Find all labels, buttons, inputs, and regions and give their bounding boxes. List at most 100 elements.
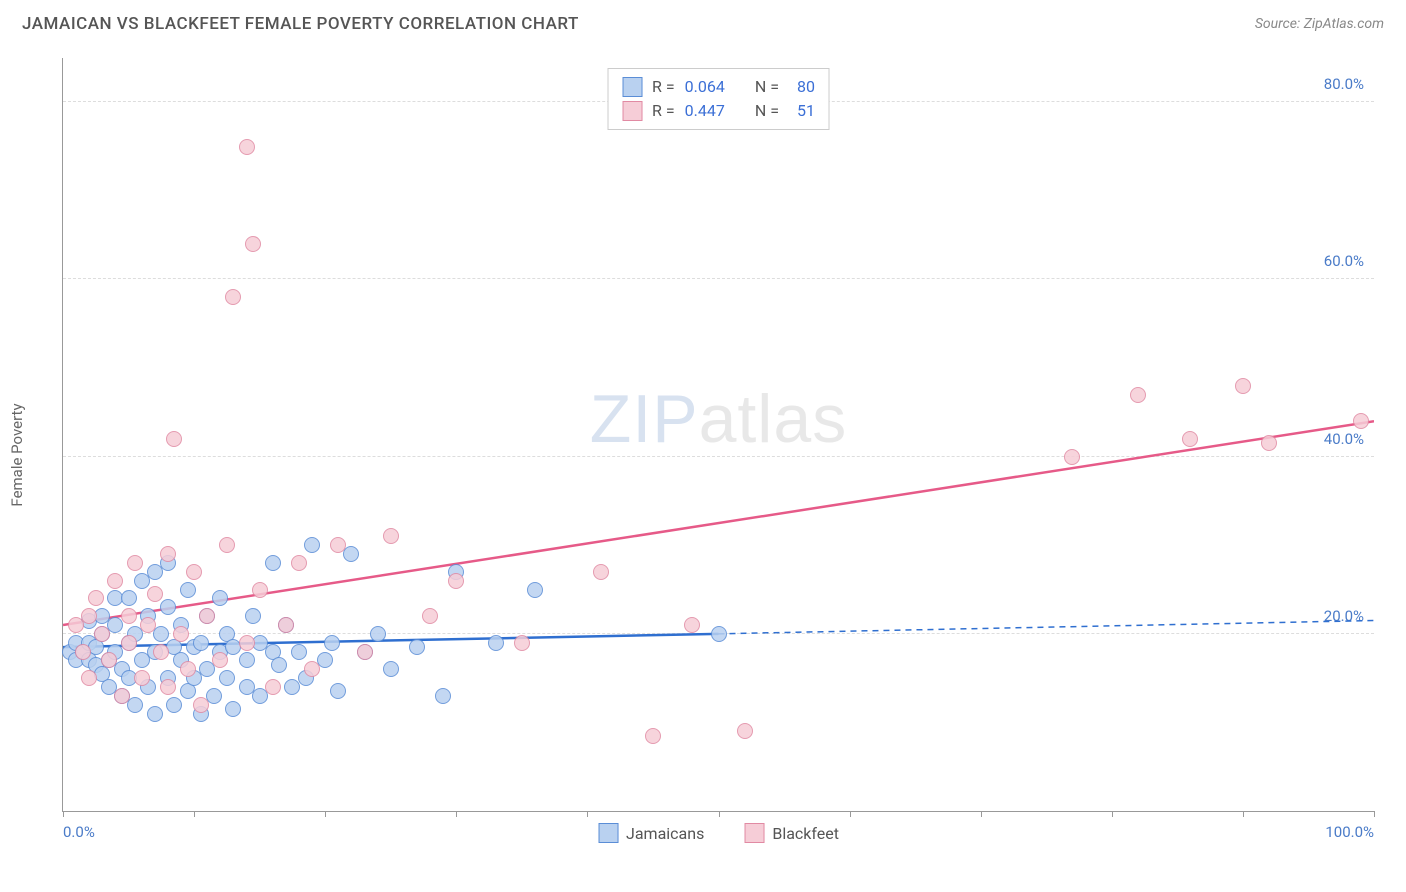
scatter-point [448,573,464,589]
scatter-point [212,590,228,606]
scatter-point [219,670,235,686]
gridline [63,278,1374,279]
x-tick-label: 100.0% [1325,823,1374,841]
scatter-point [121,590,137,606]
scatter-point [245,608,261,624]
scatter-point [1130,387,1146,403]
scatter-point [330,537,346,553]
scatter-point [330,683,346,699]
x-tick-mark [587,811,588,817]
x-tick-mark [194,811,195,817]
scatter-point [304,661,320,677]
scatter-point [265,679,281,695]
legend-n-value: 51 [789,99,815,123]
scatter-point [160,599,176,615]
scatter-point [81,608,97,624]
scatter-point [383,661,399,677]
x-tick-mark [1374,811,1375,817]
scatter-point [127,555,143,571]
scatter-point [409,639,425,655]
scatter-point [1182,431,1198,447]
x-tick-mark [719,811,720,817]
scatter-point [239,635,255,651]
scatter-point [75,644,91,660]
scatter-point [219,537,235,553]
y-tick-label: 40.0% [1324,430,1364,448]
scatter-point [81,670,97,686]
scatter-point [357,644,373,660]
x-tick-mark [63,811,64,817]
scatter-point [278,617,294,633]
chart-source: Source: ZipAtlas.com [1255,16,1384,32]
x-tick-mark [456,811,457,817]
scatter-point [239,652,255,668]
x-tick-mark [981,811,982,817]
scatter-point [265,555,281,571]
y-tick-label: 20.0% [1324,607,1364,625]
legend-n-label: N = [755,75,779,99]
scatter-point [645,728,661,744]
scatter-point [180,582,196,598]
scatter-point [121,608,137,624]
scatter-point [1353,413,1369,429]
scatter-point [527,582,543,598]
scatter-point [180,661,196,677]
scatter-point [593,564,609,580]
legend-n-label: N = [755,99,779,123]
gridline [63,456,1374,457]
scatter-point [140,617,156,633]
scatter-point [193,697,209,713]
legend-r-label: R = [652,99,675,123]
scatter-point [711,626,727,642]
scatter-point [127,697,143,713]
scatter-point [488,635,504,651]
scatter-point [193,635,209,651]
y-tick-label: 80.0% [1324,75,1364,93]
scatter-point [160,546,176,562]
y-tick-label: 60.0% [1324,252,1364,270]
legend-series-label: Blackfeet [772,824,839,843]
legend-correlation: R =0.064N =80R =0.447N =51 [607,68,830,130]
legend-series: Jamaicans Blackfeet [598,823,839,843]
scatter-point [212,652,228,668]
scatter-point [239,139,255,155]
scatter-point [252,582,268,598]
scatter-point [147,586,163,602]
scatter-point [304,537,320,553]
scatter-point [271,657,287,673]
legend-swatch [598,823,618,843]
plot-area: ZIPatlas R =0.064N =80R =0.447N =51 Jama… [62,58,1374,812]
x-tick-mark [1112,811,1113,817]
legend-r-label: R = [652,75,675,99]
watermark: ZIPatlas [590,380,847,458]
scatter-point [291,644,307,660]
scatter-point [166,697,182,713]
scatter-point [199,608,215,624]
legend-r-value: 0.447 [685,99,725,123]
scatter-point [245,236,261,252]
legend-series-label: Jamaicans [626,824,704,843]
legend-swatch [622,77,642,97]
scatter-point [343,546,359,562]
x-tick-mark [325,811,326,817]
scatter-point [160,679,176,695]
scatter-point [1235,378,1251,394]
scatter-point [166,431,182,447]
chart-title: JAMAICAN VS BLACKFEET FEMALE POVERTY COR… [22,14,579,34]
scatter-point [173,626,189,642]
scatter-point [291,555,307,571]
scatter-point [370,626,386,642]
watermark-atlas: atlas [699,381,848,457]
scatter-point [107,573,123,589]
y-axis-label: Female Poverty [8,403,26,506]
legend-correlation-row: R =0.064N =80 [622,75,815,99]
scatter-point [1261,435,1277,451]
scatter-point [121,635,137,651]
scatter-point [225,701,241,717]
legend-swatch [622,101,642,121]
scatter-point [1064,449,1080,465]
scatter-point [435,688,451,704]
scatter-point [147,706,163,722]
legend-n-value: 80 [789,75,815,99]
scatter-point [514,635,530,651]
